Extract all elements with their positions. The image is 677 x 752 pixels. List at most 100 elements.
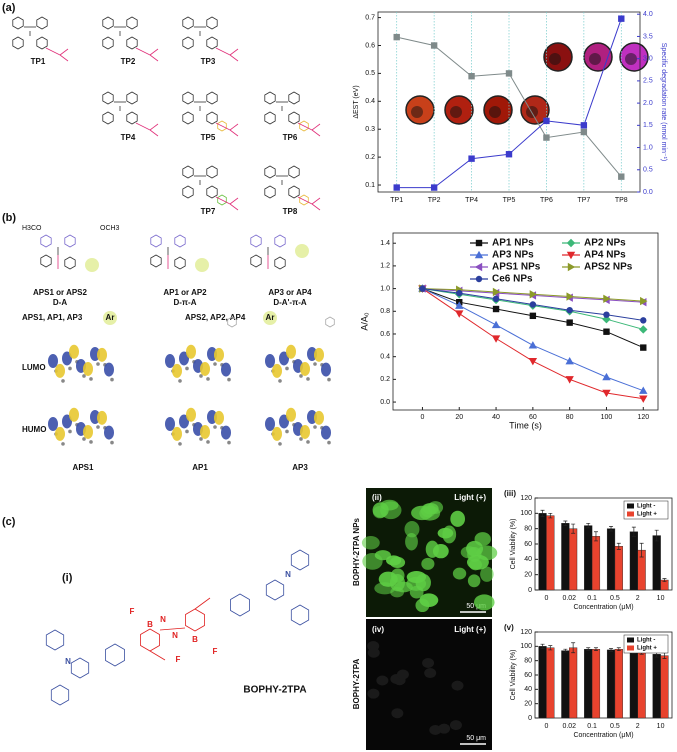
marker: [529, 312, 537, 320]
orbital-lobe: [62, 351, 72, 366]
molecule-design: D-A'-π-A: [273, 298, 307, 307]
atom: [199, 374, 203, 378]
x-tick-label: TP7: [577, 197, 590, 204]
legend-label: Light +: [637, 512, 657, 518]
marker: [455, 301, 464, 309]
sample-photo-spot: [450, 106, 462, 118]
marker: [580, 128, 588, 136]
atom: [213, 362, 217, 366]
molecule-name: AP3 or AP4: [268, 288, 312, 297]
marker: [602, 372, 611, 381]
orbital-lobe: [165, 354, 175, 368]
molecule-design: D-π-A: [173, 298, 196, 307]
atom: [96, 425, 100, 429]
y-tick-label: 20: [524, 572, 532, 579]
cell: [386, 555, 402, 566]
orbital-lobe: [279, 351, 289, 366]
error-bar: [639, 542, 644, 558]
orbital-lobe: [97, 347, 107, 362]
panel-label: (c): [2, 516, 16, 528]
x-tick-label: TP8: [615, 197, 628, 204]
molecule-label: TP4: [121, 133, 136, 142]
marker: [475, 275, 483, 283]
bar: [614, 546, 623, 591]
atom: [110, 440, 114, 445]
bar: [569, 647, 578, 719]
orbital-lobe: [104, 362, 114, 377]
bond: [311, 129, 321, 137]
atom: [313, 425, 317, 429]
marker: [474, 250, 484, 259]
y-tick-label: 0.4: [365, 98, 375, 105]
cell: [367, 688, 380, 699]
x-tick-label: 0.5: [610, 723, 620, 730]
error-bar: [654, 529, 659, 542]
ar-badge: [295, 244, 309, 258]
cell: [449, 720, 462, 731]
bond: [149, 48, 159, 56]
ar-badge: [195, 258, 209, 272]
marker: [618, 173, 625, 180]
molecule-label: TP3: [201, 57, 216, 66]
bar: [546, 515, 555, 591]
sub-label: (i): [62, 572, 73, 584]
atom: [185, 366, 189, 371]
x-tick-label: TP6: [540, 197, 553, 204]
y-tick-label: 0: [528, 715, 532, 722]
marker: [640, 344, 647, 351]
bar: [584, 649, 593, 719]
ring: [40, 254, 52, 268]
orbital-lobe: [286, 407, 296, 422]
atom-label: N: [285, 570, 291, 579]
marker: [456, 289, 463, 297]
ring: [102, 36, 114, 50]
bond: [149, 129, 159, 137]
cell: [389, 574, 406, 592]
ring: [102, 91, 114, 105]
y-tick-label: 0.4: [380, 354, 390, 361]
ring: [64, 256, 76, 270]
x-tick-label: 10: [657, 595, 665, 602]
y2-axis-label: Specific degradation rate (nmol min⁻¹): [660, 43, 667, 161]
atom: [206, 377, 210, 381]
atom: [96, 362, 100, 366]
atom: [227, 440, 231, 445]
orbital-lobe: [186, 344, 196, 359]
x-tick-label: 0.1: [587, 723, 597, 730]
marker: [430, 184, 438, 191]
y-tick-label: 80: [524, 526, 532, 533]
orbital-lobe: [200, 361, 210, 376]
orbital-column: AP3: [292, 463, 308, 472]
cell: [405, 533, 418, 551]
orbital-lobe: [165, 417, 175, 431]
marker: [639, 395, 648, 403]
cell: [480, 566, 494, 582]
x-tick-label: 2: [636, 723, 640, 730]
bond: [149, 123, 159, 131]
marker: [505, 70, 513, 77]
orbital-lobe: [272, 363, 282, 378]
x-tick-label: 40: [492, 414, 500, 421]
marker: [529, 290, 538, 299]
ring: [264, 185, 276, 199]
y2-tick-label: 2.5: [643, 78, 653, 85]
ring: [36, 16, 48, 30]
marker: [639, 325, 648, 334]
bond: [135, 122, 151, 131]
bond: [159, 627, 186, 631]
marker: [602, 389, 611, 398]
ring: [50, 684, 70, 706]
orbital-lobe: [97, 410, 107, 425]
y-tick-label: 100: [520, 510, 532, 517]
orbital-lobe: [221, 362, 231, 377]
y-axis-label: A/A₀: [359, 312, 369, 331]
ring: [182, 185, 194, 199]
legend-swatch: [627, 645, 634, 651]
marker: [491, 320, 501, 329]
orbital-lobe: [265, 417, 275, 431]
marker: [474, 262, 483, 272]
error-bar: [593, 647, 598, 651]
ring: [250, 234, 262, 248]
marker: [468, 155, 475, 162]
ring: [126, 111, 138, 125]
